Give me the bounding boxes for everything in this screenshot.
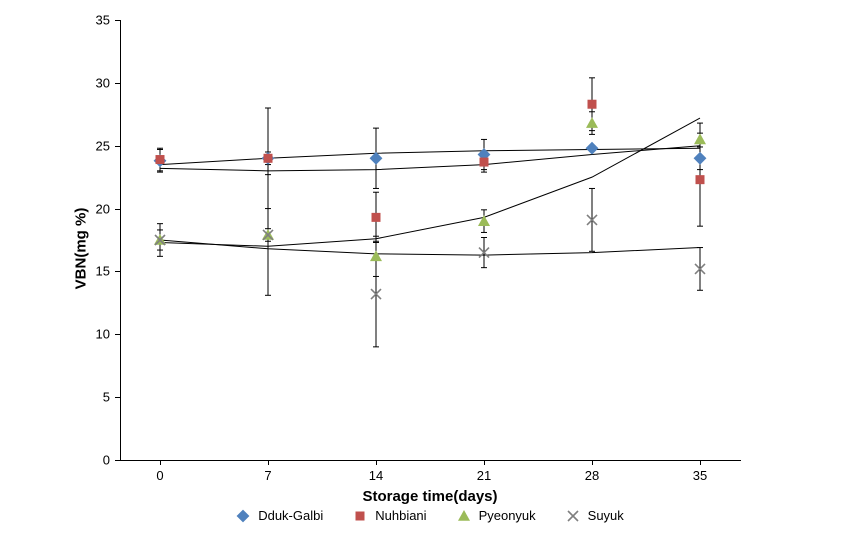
x-tick: [268, 460, 269, 465]
legend-item: Nuhbiani: [353, 508, 426, 523]
y-tick-label: 0: [80, 453, 110, 468]
x-tick: [592, 460, 593, 465]
x-tick: [700, 460, 701, 465]
x-tick-label: 35: [680, 468, 720, 483]
x-tick-label: 14: [356, 468, 396, 483]
y-tick: [115, 271, 120, 272]
y-tick: [115, 397, 120, 398]
legend-item: Dduk-Galbi: [236, 508, 323, 523]
y-tick-label: 35: [80, 13, 110, 28]
y-tick: [115, 460, 120, 461]
y-tick-label: 30: [80, 75, 110, 90]
x-axis-label: Storage time(days): [120, 488, 740, 505]
y-tick: [115, 83, 120, 84]
chart-container: VBN(mg %) Storage time(days) Dduk-GalbiN…: [0, 0, 851, 548]
square-icon: [353, 509, 367, 523]
y-tick-label: 15: [80, 264, 110, 279]
y-tick: [115, 20, 120, 21]
x-tick-label: 21: [464, 468, 504, 483]
legend-label: Pyeonyuk: [479, 508, 536, 523]
y-tick-label: 20: [80, 201, 110, 216]
legend-item: Pyeonyuk: [457, 508, 536, 523]
x-tick-label: 7: [248, 468, 288, 483]
y-tick-label: 5: [80, 390, 110, 405]
y-tick: [115, 146, 120, 147]
y-tick-label: 10: [80, 327, 110, 342]
x-tick-label: 0: [140, 468, 180, 483]
triangle-icon: [457, 509, 471, 523]
x-tick-label: 28: [572, 468, 612, 483]
plot-area: [120, 20, 741, 461]
legend-label: Suyuk: [588, 508, 624, 523]
y-tick-label: 25: [80, 138, 110, 153]
y-tick: [115, 334, 120, 335]
legend-label: Nuhbiani: [375, 508, 426, 523]
legend-item: Suyuk: [566, 508, 624, 523]
legend: Dduk-Galbi Nuhbiani Pyeonyuk Suyuk: [120, 508, 740, 523]
x-tick: [484, 460, 485, 465]
x-tick: [376, 460, 377, 465]
diamond-icon: [236, 509, 250, 523]
y-tick: [115, 209, 120, 210]
x-icon: [566, 509, 580, 523]
x-tick: [160, 460, 161, 465]
legend-label: Dduk-Galbi: [258, 508, 323, 523]
